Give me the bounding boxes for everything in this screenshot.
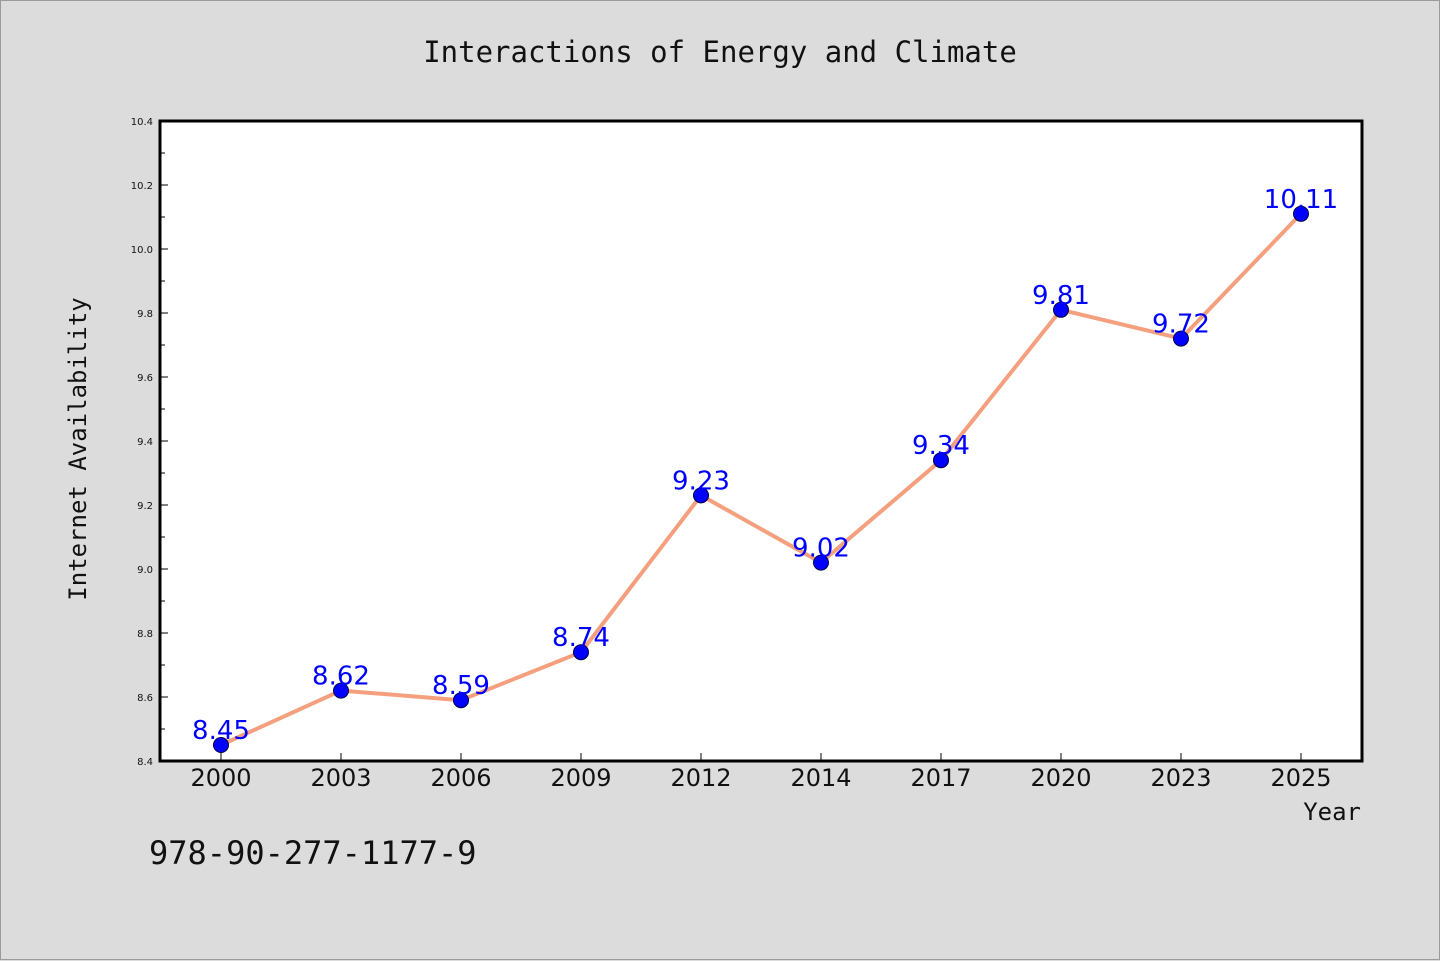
data-label: 9.34 bbox=[912, 431, 970, 461]
data-point bbox=[933, 452, 949, 469]
data-point bbox=[573, 644, 589, 661]
x-tick-label: 2009 bbox=[550, 764, 611, 792]
data-point bbox=[1293, 205, 1309, 222]
x-tick-label: 2025 bbox=[1270, 764, 1331, 792]
x-tick-label: 2017 bbox=[910, 764, 971, 792]
x-tick-label: 2023 bbox=[1150, 764, 1211, 792]
plot-area bbox=[158, 119, 1364, 763]
y-tick-label: 10.4 bbox=[131, 117, 153, 128]
x-tick-label: 2006 bbox=[430, 764, 491, 792]
data-label: 8.45 bbox=[192, 716, 250, 746]
data-label: 9.23 bbox=[672, 466, 730, 496]
data-point bbox=[453, 692, 469, 709]
y-tick-label: 10.0 bbox=[131, 245, 153, 256]
series-line bbox=[219, 211, 1303, 747]
data-point bbox=[813, 554, 829, 571]
data-label: 10.11 bbox=[1264, 185, 1338, 215]
y-tick-label: 8.6 bbox=[137, 693, 153, 704]
data-label: 8.74 bbox=[552, 623, 610, 653]
data-label: 9.72 bbox=[1152, 310, 1210, 340]
x-axis: 2000 2003 2006 2009 2012 2014 2017 2020 2023 2025 bbox=[190, 753, 1332, 792]
x-tick-label: 2000 bbox=[190, 764, 251, 792]
x-tick-label: 2014 bbox=[790, 764, 851, 792]
y-tick-label: 10.2 bbox=[131, 181, 153, 192]
data-point bbox=[1173, 330, 1189, 347]
data-label: 9.81 bbox=[1032, 281, 1090, 311]
chart-title: Interactions of Energy and Climate bbox=[423, 35, 1017, 69]
data-point bbox=[333, 682, 349, 699]
y-axis-label: Internet Availability bbox=[64, 297, 92, 600]
y-axis: 8.4 8.6 8.8 9.0 9.2 9.4 9.6 9.8 10.0 10.2 10.4 bbox=[131, 117, 168, 768]
y-tick-label: 9.2 bbox=[137, 501, 153, 512]
x-tick-label: 2003 bbox=[310, 764, 371, 792]
footer-code: 978-90-277-1177-9 bbox=[149, 834, 477, 872]
x-tick-label: 2020 bbox=[1030, 764, 1091, 792]
data-point bbox=[693, 487, 709, 504]
y-tick-label: 8.4 bbox=[137, 757, 153, 768]
series-layer: 8.45 8.62 8.59 8.74 9.23 9.02 9.34 9.81 9.72 10.1… bbox=[192, 185, 1338, 753]
data-point bbox=[213, 737, 229, 753]
y-tick-label: 9.6 bbox=[137, 373, 153, 384]
y-tick-label: 8.8 bbox=[137, 629, 153, 640]
data-label: 9.02 bbox=[792, 534, 850, 564]
data-label: 8.62 bbox=[312, 662, 370, 692]
y-tick-label: 9.0 bbox=[137, 565, 153, 576]
y-tick-label: 9.8 bbox=[137, 309, 153, 320]
data-point bbox=[1053, 301, 1069, 318]
data-label: 8.59 bbox=[432, 671, 490, 701]
x-axis-label: Year bbox=[1303, 798, 1361, 826]
y-tick-label: 9.4 bbox=[137, 437, 153, 448]
x-tick-label: 2012 bbox=[670, 764, 731, 792]
